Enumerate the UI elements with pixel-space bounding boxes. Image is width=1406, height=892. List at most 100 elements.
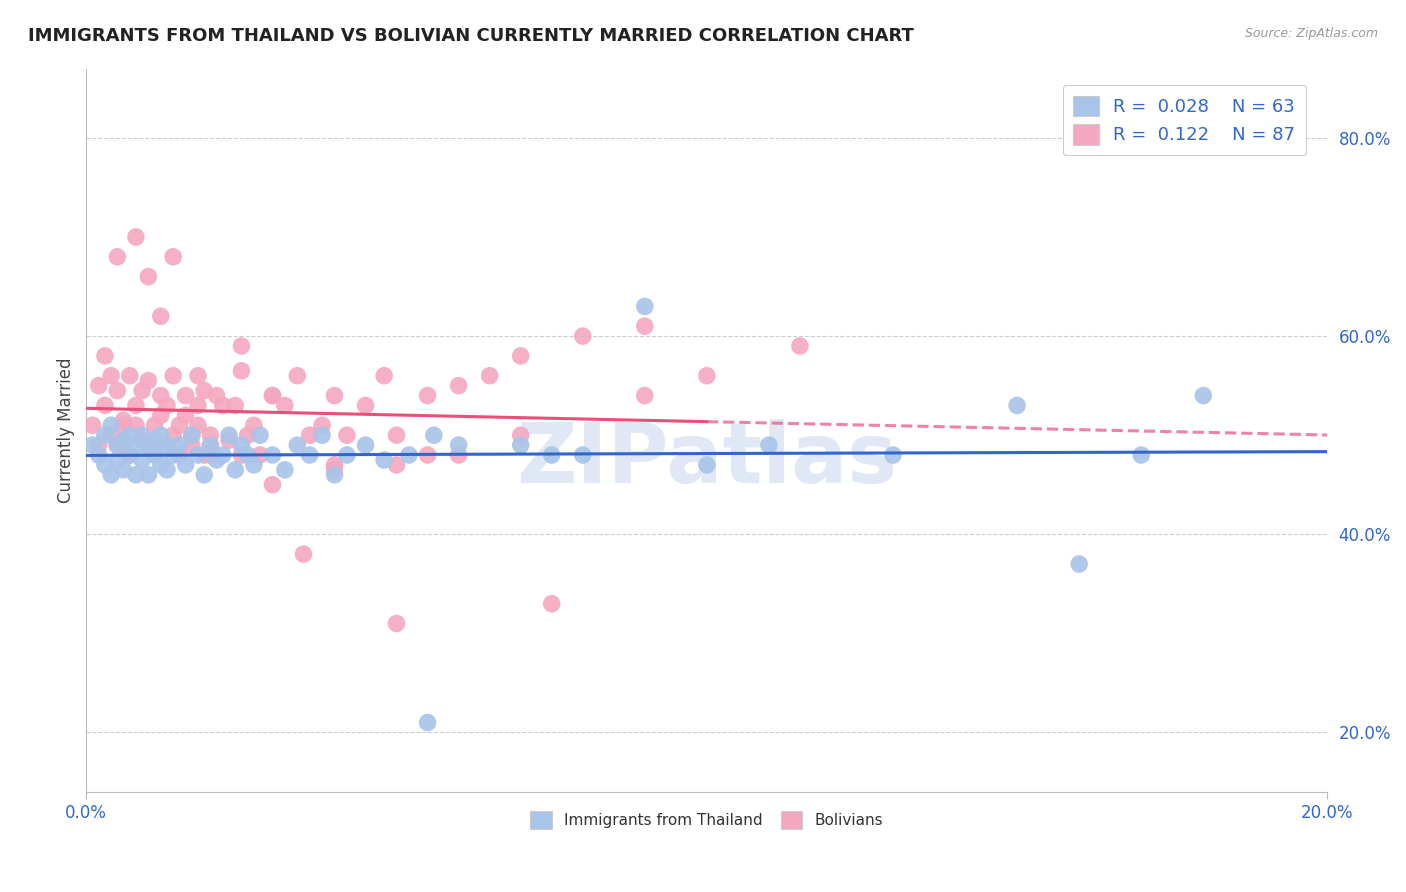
- Point: [224, 399, 246, 413]
- Point: [105, 250, 128, 264]
- Point: [143, 448, 166, 462]
- Point: [125, 418, 148, 433]
- Point: [509, 349, 531, 363]
- Point: [243, 418, 266, 433]
- Point: [162, 428, 184, 442]
- Point: [118, 368, 141, 383]
- Point: [385, 458, 408, 472]
- Point: [373, 453, 395, 467]
- Point: [193, 467, 215, 482]
- Point: [169, 438, 191, 452]
- Point: [138, 438, 160, 452]
- Point: [1069, 557, 1091, 571]
- Point: [571, 448, 593, 462]
- Point: [143, 448, 166, 462]
- Point: [231, 438, 253, 452]
- Point: [131, 428, 153, 442]
- Point: [131, 384, 153, 398]
- Point: [156, 438, 179, 452]
- Point: [249, 428, 271, 442]
- Point: [509, 438, 531, 452]
- Point: [231, 364, 253, 378]
- Point: [354, 399, 377, 413]
- Point: [138, 269, 160, 284]
- Point: [112, 463, 135, 477]
- Point: [231, 448, 253, 462]
- Point: [149, 388, 172, 402]
- Point: [131, 453, 153, 467]
- Point: [323, 458, 346, 472]
- Point: [162, 368, 184, 383]
- Point: [447, 438, 470, 452]
- Point: [180, 438, 202, 452]
- Point: [249, 448, 271, 462]
- Text: Source: ZipAtlas.com: Source: ZipAtlas.com: [1244, 27, 1378, 40]
- Point: [218, 428, 240, 442]
- Point: [789, 339, 811, 353]
- Point: [187, 368, 209, 383]
- Point: [193, 384, 215, 398]
- Point: [162, 250, 184, 264]
- Point: [634, 319, 657, 334]
- Point: [236, 448, 259, 462]
- Point: [118, 448, 141, 462]
- Point: [193, 448, 215, 462]
- Point: [174, 458, 197, 472]
- Point: [100, 467, 122, 482]
- Point: [187, 448, 209, 462]
- Point: [82, 438, 104, 452]
- Point: [143, 418, 166, 433]
- Point: [112, 413, 135, 427]
- Point: [87, 448, 110, 462]
- Point: [416, 448, 439, 462]
- Point: [274, 399, 297, 413]
- Point: [373, 368, 395, 383]
- Point: [149, 428, 172, 442]
- Point: [174, 409, 197, 423]
- Point: [298, 448, 321, 462]
- Point: [416, 715, 439, 730]
- Point: [169, 418, 191, 433]
- Point: [262, 477, 284, 491]
- Point: [311, 418, 333, 433]
- Point: [231, 339, 253, 353]
- Point: [180, 428, 202, 442]
- Point: [125, 230, 148, 244]
- Point: [243, 458, 266, 472]
- Text: IMMIGRANTS FROM THAILAND VS BOLIVIAN CURRENTLY MARRIED CORRELATION CHART: IMMIGRANTS FROM THAILAND VS BOLIVIAN CUR…: [28, 27, 914, 45]
- Point: [385, 428, 408, 442]
- Point: [118, 428, 141, 442]
- Point: [696, 368, 718, 383]
- Point: [125, 399, 148, 413]
- Text: ZIPatlas: ZIPatlas: [516, 418, 897, 500]
- Point: [205, 453, 228, 467]
- Point: [509, 428, 531, 442]
- Point: [323, 467, 346, 482]
- Point: [131, 433, 153, 447]
- Point: [200, 448, 222, 462]
- Point: [336, 448, 359, 462]
- Point: [112, 438, 135, 452]
- Point: [174, 388, 197, 402]
- Point: [105, 438, 128, 452]
- Point: [398, 448, 420, 462]
- Point: [285, 438, 308, 452]
- Point: [311, 428, 333, 442]
- Point: [285, 368, 308, 383]
- Point: [634, 299, 657, 313]
- Point: [112, 418, 135, 433]
- Point: [149, 310, 172, 324]
- Point: [105, 453, 128, 467]
- Point: [156, 463, 179, 477]
- Point: [94, 399, 117, 413]
- Point: [571, 329, 593, 343]
- Point: [162, 448, 184, 462]
- Point: [187, 399, 209, 413]
- Point: [696, 458, 718, 472]
- Point: [385, 616, 408, 631]
- Point: [149, 458, 172, 472]
- Y-axis label: Currently Married: Currently Married: [58, 358, 75, 503]
- Point: [758, 438, 780, 452]
- Point: [87, 438, 110, 452]
- Point: [882, 448, 904, 462]
